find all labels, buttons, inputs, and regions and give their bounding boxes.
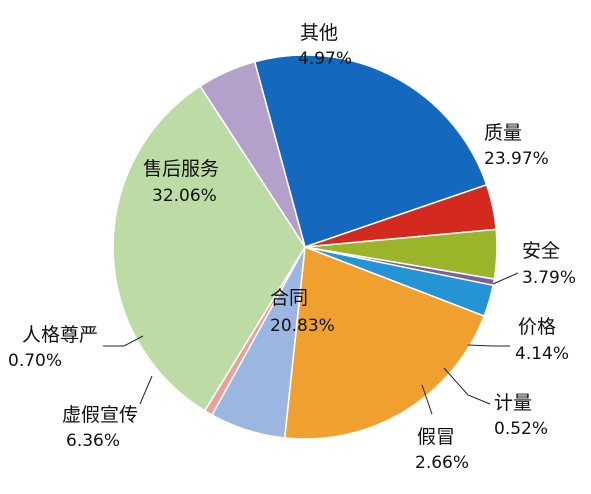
slice-label-hetong: 合同 20.83% xyxy=(270,287,335,336)
slice-label-jiliang: 计量 0.52% xyxy=(494,392,548,439)
slice-value-qita: 4.97% xyxy=(298,49,352,69)
slice-name-shouhoufuwu: 售后服务 xyxy=(143,158,219,180)
slice-name-zhiliang: 质量 xyxy=(484,122,522,144)
slice-value-hetong: 20.83% xyxy=(270,316,335,336)
slice-name-xujiaxuanchuan: 虚假宣传 xyxy=(62,404,138,426)
slice-name-hetong: 合同 xyxy=(270,287,308,309)
slice-label-rengezunyan: 人格尊严 0.70% xyxy=(8,324,98,371)
slice-name-anquan: 安全 xyxy=(522,240,560,262)
leader-line-xujiaxuanchuan xyxy=(139,375,153,405)
pie-slices xyxy=(112,54,498,440)
leader-line-anquan xyxy=(492,272,519,285)
slice-name-qita: 其他 xyxy=(300,22,338,44)
slice-value-rengezunyan: 0.70% xyxy=(8,351,62,371)
leader-line-jiamao xyxy=(421,384,433,415)
slice-label-shouhoufuwu: 售后服务 32.06% xyxy=(143,158,219,206)
pie-slice-shouhoufuwu xyxy=(112,85,306,412)
slice-label-anquan: 安全 3.79% xyxy=(522,240,576,288)
slice-value-shouhoufuwu: 32.06% xyxy=(152,186,217,206)
slice-label-jiage: 价格 4.14% xyxy=(515,316,569,364)
slice-value-jiamao: 2.66% xyxy=(415,453,469,473)
slice-label-xujiaxuanchuan: 虚假宣传 6.36% xyxy=(62,404,138,451)
slice-name-jiliang: 计量 xyxy=(494,392,532,414)
slice-value-xujiaxuanchuan: 6.36% xyxy=(66,431,120,451)
slice-name-rengezunyan: 人格尊严 xyxy=(22,324,98,346)
slice-value-jiage: 4.14% xyxy=(515,344,569,364)
leader-line-jiage xyxy=(467,344,510,347)
slice-name-jiage: 价格 xyxy=(518,316,556,338)
slice-value-jiliang: 0.52% xyxy=(494,419,548,439)
pie-slice-hetong xyxy=(283,245,486,440)
slice-label-qita: 其他 4.97% xyxy=(298,22,352,69)
slice-label-zhiliang: 质量 23.97% xyxy=(484,122,549,169)
slice-value-zhiliang: 23.97% xyxy=(484,149,549,169)
leader-line-rengezunyan xyxy=(103,335,144,347)
leader-lines xyxy=(103,272,519,415)
leader-line-jiliang xyxy=(443,367,491,405)
slice-value-anquan: 3.79% xyxy=(522,268,576,288)
slice-label-jiamao: 假冒 2.66% xyxy=(415,426,469,473)
pie-slice-qita xyxy=(199,60,306,248)
slice-name-jiamao: 假冒 xyxy=(417,426,455,448)
pie-slice-zhiliang xyxy=(253,54,488,248)
